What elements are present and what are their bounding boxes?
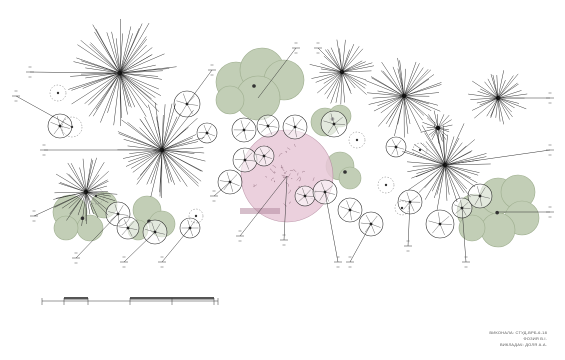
- caption-line-3: ВИКЛАДАЧ: ДОЛЯ А.А.: [499, 342, 547, 347]
- leader-line: [444, 144, 554, 166]
- caption-line-2: ФОЗИЯ В.І.: [523, 336, 547, 341]
- conifer-trees: [53, 18, 528, 226]
- shrub-cluster-icon: [456, 174, 540, 248]
- deciduous-tree-icon: [232, 147, 258, 173]
- leader-line: [236, 175, 288, 242]
- leader-line: [257, 42, 300, 99]
- leader-line: [498, 206, 554, 218]
- young-tree-icon: [49, 84, 67, 102]
- flowerbed-icon: [240, 129, 334, 223]
- leader-line: [461, 207, 470, 268]
- conifer-tree-icon: [402, 123, 491, 211]
- deciduous-tree-icon: [282, 114, 308, 140]
- leader-line: [210, 181, 231, 202]
- deciduous-tree-icon: [385, 136, 407, 158]
- deciduous-tree-icon: [425, 209, 455, 239]
- scale-bar-icon: [41, 297, 219, 305]
- young-tree-icon: [377, 176, 395, 194]
- deciduous-tree-icon: [337, 197, 363, 223]
- conifer-tree-icon: [468, 70, 528, 125]
- leader-lines: [12, 42, 554, 268]
- deciduous-tree-icon: [231, 117, 257, 143]
- leader-line: [498, 92, 554, 104]
- leader-line: [324, 191, 342, 268]
- flowerbed-group: [240, 129, 334, 223]
- deciduous-tree-icon: [294, 185, 316, 207]
- leader-line: [346, 223, 372, 268]
- deciduous-tree-icon: [320, 110, 348, 138]
- deciduous-tree-icon: [196, 122, 218, 144]
- deciduous-trees: [47, 84, 493, 245]
- deciduous-tree-icon: [256, 114, 280, 138]
- leader-line: [404, 201, 412, 252]
- leader-line: [12, 90, 73, 128]
- conifer-tree-icon: [365, 57, 442, 138]
- leader-line: [158, 227, 191, 268]
- deciduous-tree-icon: [467, 183, 493, 209]
- leader-line: [40, 144, 162, 156]
- conifer-tree-icon: [309, 39, 374, 105]
- leader-line: [280, 175, 288, 246]
- deciduous-tree-icon: [47, 113, 73, 139]
- leader-line: [314, 42, 343, 73]
- shrub-cluster-icon: [215, 47, 305, 121]
- conifer-tree-icon: [68, 18, 177, 127]
- deciduous-tree-icon: [116, 216, 140, 240]
- conifer-tree-icon: [117, 102, 206, 199]
- young-tree-icon: [348, 131, 366, 149]
- conifer-tree-icon: [420, 110, 453, 144]
- leader-line: [26, 66, 121, 78]
- conifer-tree-icon: [53, 157, 118, 226]
- young-tree-icon: [412, 142, 428, 158]
- deciduous-tree-icon: [253, 145, 275, 167]
- leader-line: [120, 231, 156, 268]
- leader-line: [72, 213, 119, 264]
- young-tree-icon: [394, 200, 410, 216]
- leader-line: [186, 64, 216, 105]
- caption-line-1: ВИКОНАЛА: СТУД-ВРБ-6-18: [489, 330, 547, 335]
- young-tree-icon: [188, 208, 204, 224]
- leader-line: [30, 191, 87, 222]
- title-block: ВИКОНАЛА: СТУД-ВРБ-6-18 ФОЗИЯ В.І. ВИКЛА…: [489, 330, 547, 348]
